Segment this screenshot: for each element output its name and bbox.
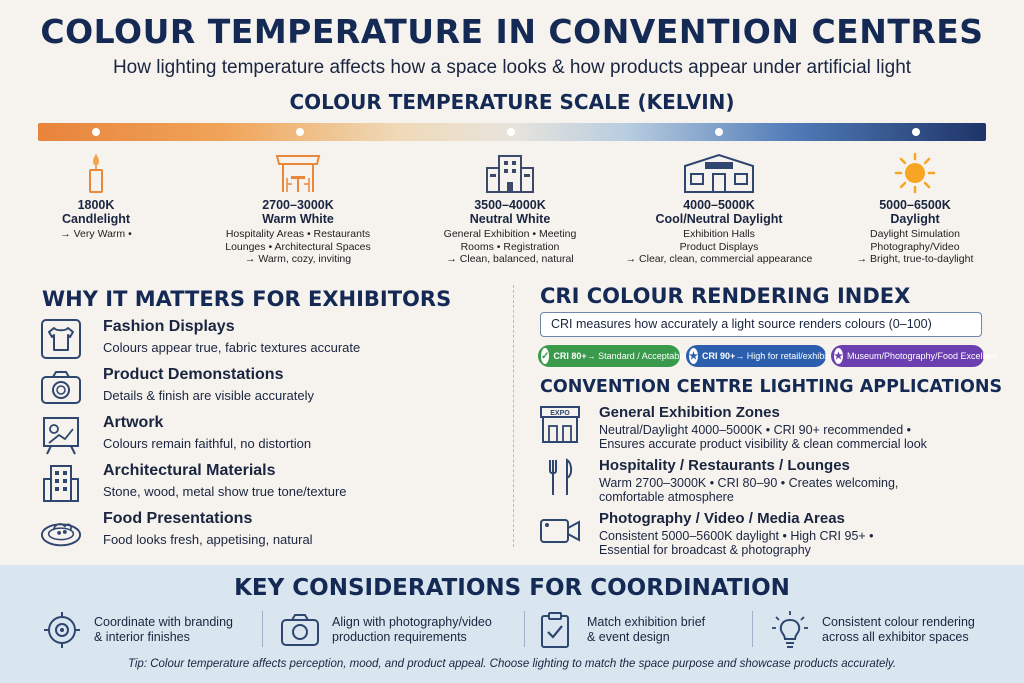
coordination-title: KEY CONSIDERATIONS FOR COORDINATION [234, 575, 790, 601]
coordination-item-branding: Coordinate with branding & interior fini… [42, 610, 252, 650]
food-plate-icon [40, 510, 82, 552]
divider [524, 611, 525, 647]
scale-desc: → Very Warm • [60, 228, 132, 240]
scale-column-daylight: 5000–6500K Daylight Daylight Simulation P… [815, 150, 1015, 266]
cri-badge-80: ✓ CRI 80+ → Standard / Acceptable [538, 345, 686, 367]
scale-name: Cool/Neutral Daylight [655, 212, 783, 226]
kelvin-gradient-bar [38, 123, 986, 141]
expo-hall-icon [619, 150, 819, 194]
sun-icon [815, 150, 1015, 194]
scale-column-cool-daylight: 4000–5000K Cool/Neutral Daylight Exhibit… [619, 150, 819, 266]
scale-name: Neutral White [469, 212, 551, 226]
cri-title: CRI COLOUR RENDERING INDEX [540, 284, 911, 308]
page-title: COLOUR TEMPERATURE IN CONVENTION CENTRES [40, 12, 984, 51]
coordination-item-brief: Match exhibition brief & event design [535, 610, 745, 650]
scale-marker [92, 128, 100, 136]
scale-desc: Daylight Simulation Photography/Video → Br… [856, 228, 974, 265]
lightbulb-icon [770, 610, 810, 650]
scale-title: COLOUR TEMPERATURE SCALE (KELVIN) [289, 90, 735, 114]
divider [752, 611, 753, 647]
scale-column-neutral-white: 3500–4000K Neutral White General Exhibit… [410, 150, 610, 266]
scale-desc: General Exhibition • Meeting Rooms • Regi… [443, 228, 577, 265]
video-camera-icon [538, 510, 582, 550]
scale-desc: Hospitality Areas • Restaurants Lounges •… [225, 228, 371, 265]
scale-range: 2700–3000K [262, 198, 334, 212]
scale-marker [715, 128, 723, 136]
restaurant-icon [198, 150, 398, 194]
camera-icon [280, 610, 320, 650]
coordination-item-photography: Align with photography/video production … [280, 610, 520, 650]
star-icon: ★ [689, 348, 698, 364]
scale-range: 1800K [77, 198, 115, 212]
scale-range: 4000–5000K [683, 198, 755, 212]
scale-range: 5000–6500K [879, 198, 951, 212]
scale-column-candlelight: 1800K Candlelight → Very Warm • [0, 150, 196, 241]
easel-icon [40, 414, 82, 456]
tip-text: Tip: Colour temperature affects percepti… [127, 658, 897, 670]
cri-badge-museum: ★ Museum/Photography/Food Excellent [831, 345, 997, 367]
divider [262, 611, 263, 647]
candle-icon [0, 150, 196, 194]
scale-marker [912, 128, 920, 136]
scale-desc: Exhibition Halls Product Displays → Clear,… [625, 228, 813, 265]
clipboard-check-icon [535, 610, 575, 650]
scale-marker [296, 128, 304, 136]
fork-knife-icon [538, 457, 582, 497]
cri-badge-90: ★ CRI 90+ → High for retail/exhibits [686, 345, 833, 367]
section-divider [513, 285, 514, 547]
expo-booth-icon: EXPO [538, 404, 582, 444]
scale-name: Daylight [890, 212, 940, 226]
coordination-item-consistency: Consistent colour rendering across all e… [770, 610, 1000, 650]
cri-description: CRI measures how accurately a light sour… [540, 312, 982, 337]
page-subtitle: How lighting temperature affects how a s… [112, 57, 912, 78]
star-icon: ★ [834, 348, 843, 364]
exhibitors-title: WHY IT MATTERS FOR EXHIBITORS [42, 287, 452, 311]
scale-marker [507, 128, 515, 136]
check-icon: ✓ [541, 348, 550, 364]
building-icon [40, 462, 82, 504]
scale-name: Candlelight [61, 212, 131, 226]
scale-column-warm-white: 2700–3000K Warm White Hospitality Areas … [198, 150, 398, 266]
coordination-panel: KEY CONSIDERATIONS FOR COORDINATION Coor… [0, 565, 1024, 683]
scale-name: Warm White [262, 212, 334, 226]
building-icon [410, 150, 610, 194]
svg-text:EXPO: EXPO [550, 410, 570, 417]
scale-range: 3500–4000K [474, 198, 546, 212]
target-icon [42, 610, 82, 650]
applications-title: CONVENTION CENTRE LIGHTING APPLICATIONS [540, 377, 1003, 397]
camera-icon [40, 366, 82, 408]
tshirt-icon [40, 318, 82, 360]
